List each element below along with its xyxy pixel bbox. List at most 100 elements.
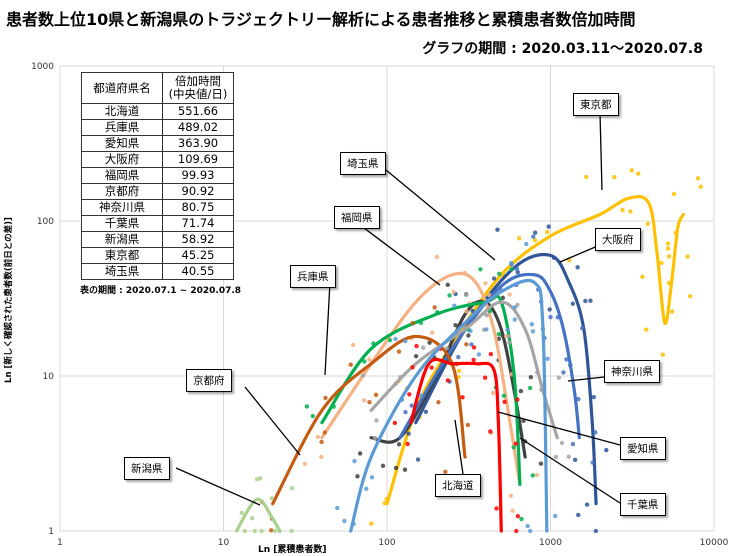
data-point: [463, 292, 469, 298]
data-point: [423, 409, 429, 414]
table-cell-prefecture: 東京都: [81, 247, 163, 264]
data-point: [665, 241, 671, 246]
data-point: [483, 281, 488, 286]
callout-tokyo: 東京都: [573, 93, 619, 116]
table-cell-doubling-time: 551.66: [162, 103, 234, 120]
data-point: [629, 168, 634, 173]
table-cell-doubling-time: 71.74: [162, 215, 234, 232]
table-cell-prefecture: 愛知県: [81, 135, 163, 152]
data-point: [374, 418, 379, 423]
table-row: 愛知県 363.90: [81, 135, 234, 152]
data-point: [302, 461, 308, 466]
data-point: [289, 528, 294, 534]
data-point: [538, 461, 544, 466]
data-point: [593, 430, 598, 435]
table-cell-prefecture: 新潟県: [81, 231, 163, 248]
data-point: [566, 454, 571, 459]
table-header-prefecture: 都道府県名: [81, 72, 163, 104]
table-row: 大阪府 109.69: [81, 151, 234, 168]
data-point: [545, 356, 550, 362]
data-point: [405, 441, 410, 447]
table-cell-doubling-time: 489.02: [162, 119, 234, 136]
table-header-doubling: 倍加時間 (中央値/日): [162, 72, 234, 104]
data-point: [556, 375, 562, 380]
data-point: [497, 271, 502, 277]
table-cell-prefecture: 大阪府: [81, 151, 163, 168]
data-point: [512, 317, 517, 322]
data-point: [357, 451, 363, 456]
data-point: [530, 473, 535, 478]
data-point: [380, 463, 386, 469]
series-新潟県: [234, 476, 295, 534]
chart-period: グラフの期間 : 2020.03.11〜2020.07.8: [422, 41, 703, 57]
data-point: [575, 265, 580, 270]
callout-kanagawa: 神奈川県: [604, 360, 660, 383]
data-point: [496, 331, 502, 337]
data-point: [512, 305, 518, 310]
data-point: [698, 184, 704, 189]
chart-series: [234, 168, 704, 534]
y-tick-label: 10: [43, 372, 55, 382]
series-京都府: [260, 305, 472, 533]
data-point: [396, 349, 402, 354]
data-point: [572, 457, 578, 462]
data-point: [429, 330, 435, 335]
data-point: [525, 523, 530, 529]
callout-leader: [519, 437, 621, 504]
data-point: [360, 373, 366, 378]
data-point: [527, 385, 533, 391]
data-point: [445, 378, 451, 383]
callout-hokkaido: 北海道: [435, 474, 481, 497]
data-point: [576, 396, 581, 402]
data-point: [410, 321, 416, 326]
data-point: [432, 305, 437, 310]
callout-leader: [559, 244, 601, 263]
data-point: [406, 431, 411, 436]
table-cell-doubling-time: 90.92: [162, 183, 234, 200]
data-point: [258, 476, 263, 481]
data-point: [620, 207, 625, 213]
data-point: [362, 359, 367, 364]
table-cell-doubling-time: 45.25: [162, 247, 234, 264]
data-point: [465, 422, 471, 428]
table-row: 千葉県 71.74: [81, 215, 234, 232]
callout-aichi: 愛知県: [620, 437, 666, 460]
data-point: [372, 435, 378, 441]
data-point: [494, 506, 499, 511]
data-point: [687, 294, 693, 299]
data-point: [524, 241, 529, 247]
table-period-note: 表の期間 : 2020.07.1 ~ 2020.07.8: [80, 286, 242, 296]
data-point: [369, 521, 374, 526]
table-row: 北海道 551.66: [81, 103, 234, 120]
table-row: 兵庫県 489.02: [81, 119, 234, 136]
data-point: [468, 328, 473, 334]
data-point: [544, 229, 550, 235]
data-point: [252, 528, 258, 534]
data-point: [387, 338, 393, 343]
data-point: [289, 486, 295, 491]
series-千葉県: [335, 241, 558, 534]
y-axis-label: Ln [新しく確認された患者数(前日との差)]: [4, 217, 14, 383]
data-point: [508, 493, 513, 498]
table-row: 埼玉県 40.55: [81, 263, 234, 280]
series-東京都: [369, 168, 704, 526]
data-point: [488, 351, 494, 357]
data-point: [443, 469, 448, 474]
data-point: [402, 339, 408, 344]
data-point: [482, 375, 488, 380]
data-point: [532, 230, 538, 235]
data-point: [532, 238, 538, 243]
data-point: [414, 343, 419, 349]
data-point: [348, 362, 353, 367]
data-point: [471, 345, 477, 350]
data-point: [415, 457, 421, 462]
table-row: 京都府 90.92: [81, 183, 234, 200]
data-point: [476, 352, 482, 357]
data-point: [529, 322, 535, 327]
data-point: [559, 440, 565, 446]
callout-leader: [454, 419, 464, 475]
data-point: [666, 254, 672, 259]
data-point: [242, 528, 248, 534]
callout-leader: [385, 169, 496, 261]
callout-niigata: 新潟県: [124, 457, 170, 480]
